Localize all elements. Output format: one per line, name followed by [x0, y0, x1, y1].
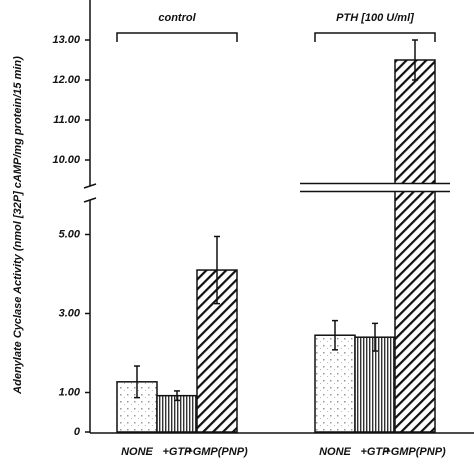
y-tick-label: 11.00	[53, 114, 81, 126]
axis-break	[83, 183, 97, 189]
y-axis-label: Adenylate Cyclase Activity (nmol [32P] c…	[12, 56, 24, 395]
x-tick-label: +GMP(PNP)	[384, 446, 446, 458]
x-tick-label: +GTP	[162, 446, 192, 458]
y-tick-label: 5.00	[59, 228, 81, 240]
group-bracket	[116, 32, 238, 42]
bar	[314, 334, 356, 433]
x-tick-label: NONE	[319, 446, 351, 458]
x-tick-label: +GMP(PNP)	[186, 446, 248, 458]
x-tick-label: NONE	[121, 446, 153, 458]
y-tick-label: 13.00	[52, 34, 80, 46]
axis-break	[83, 197, 97, 203]
bar	[394, 59, 436, 433]
bar	[354, 336, 396, 433]
y-tick-label: 10.00	[52, 154, 80, 166]
y-tick-label: 0	[74, 426, 81, 438]
break-band	[300, 183, 450, 192]
group-bracket	[314, 32, 436, 42]
y-tick-label: 1.00	[59, 386, 81, 398]
y-tick-label: 12.00	[52, 74, 80, 86]
x-tick-label: +GTP	[360, 446, 390, 458]
group-label: PTH [100 U/ml]	[336, 12, 414, 24]
y-tick-label: 3.00	[59, 307, 81, 319]
group-label: control	[158, 12, 196, 24]
